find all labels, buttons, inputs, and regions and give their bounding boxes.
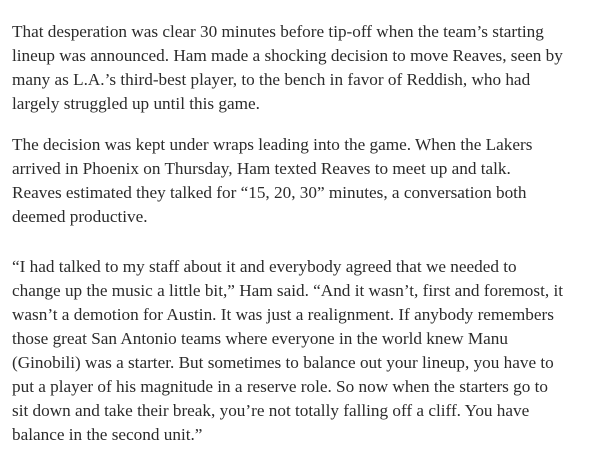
text-line: change up the music a little bit,” Ham s… [12, 281, 563, 300]
paragraph-3: “I had talked to my staff about it and e… [12, 255, 592, 447]
text-line: Reaves estimated they talked for “15, 20… [12, 183, 527, 202]
text-line: many as L.A.’s third-best player, to the… [12, 70, 531, 89]
text-line: sit down and take their break, you’re no… [12, 401, 530, 420]
text-line: balance in the second unit.” [12, 425, 203, 444]
text-line: largely struggled up until this game. [12, 94, 260, 113]
text-line: The decision was kept under wraps leadin… [12, 135, 533, 154]
article-body: That desperation was clear 30 minutes be… [12, 20, 592, 463]
text-line: That desperation was clear 30 minutes be… [12, 22, 544, 41]
text-line: deemed productive. [12, 207, 148, 226]
text-line: arrived in Phoenix on Thursday, Ham text… [12, 159, 511, 178]
text-line: lineup was announced. Ham made a shockin… [12, 46, 563, 65]
text-line: those great San Antonio teams where ever… [12, 329, 508, 348]
text-line: wasn’t a demotion for Austin. It was jus… [12, 305, 554, 324]
text-line: “I had talked to my staff about it and e… [12, 257, 517, 276]
text-line: put a player of his magnitude in a reser… [12, 377, 549, 396]
paragraph-1: That desperation was clear 30 minutes be… [12, 20, 592, 116]
paragraph-2: The decision was kept under wraps leadin… [12, 133, 592, 229]
text-line: (Ginobili) was a starter. But sometimes … [12, 353, 554, 372]
